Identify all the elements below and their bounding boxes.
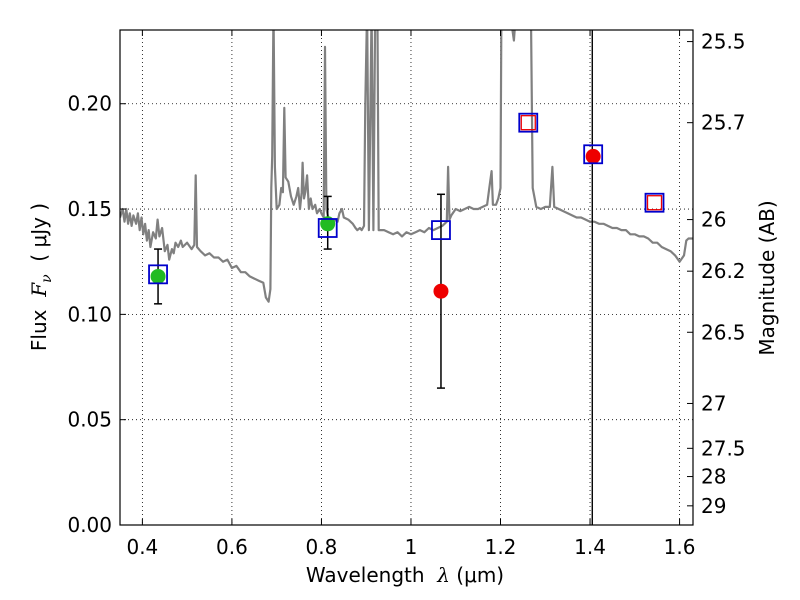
right-tick-label: 26.5 <box>701 320 746 344</box>
y-tick-label: 0.10 <box>67 302 112 326</box>
model-spectrum <box>120 30 693 303</box>
x-tick-label: 1 <box>405 535 418 559</box>
y-tick-label: 0.20 <box>67 92 112 116</box>
right-tick-label: 25.5 <box>701 30 746 54</box>
y-tick-label: 0.15 <box>67 197 112 221</box>
right-tick-label: 25.7 <box>701 111 746 135</box>
spectrum-line <box>120 30 693 303</box>
observed-point <box>320 216 336 232</box>
x-tick-label: 1.4 <box>574 535 606 559</box>
y-axis-label: Flux Fν ( μJy ) <box>27 203 55 351</box>
model-point <box>148 264 168 285</box>
right-tick-label: 27.5 <box>701 436 746 460</box>
right-axis-ticks: 25.5 25.7 26 26.2 26.5 27 27.5 28 29 <box>687 30 746 518</box>
grid <box>120 30 693 526</box>
right-tick-label: 26 <box>701 208 726 232</box>
x-tick-label: 0.8 <box>306 535 338 559</box>
right-tick-label: 29 <box>701 494 726 518</box>
model-point <box>583 144 604 165</box>
right-axis-label: Magnitude (AB) <box>755 200 779 355</box>
upper-limit-marker <box>520 115 536 131</box>
y-tick-label: 0.00 <box>67 513 112 537</box>
y-axis-ticks: 0.00 0.05 0.10 0.15 0.20 <box>67 92 126 537</box>
x-axis-ticks: 0.4 0.6 0.8 1 1.2 1.4 1.6 <box>126 30 695 559</box>
data-points <box>148 112 665 389</box>
x-tick-label: 0.4 <box>126 535 158 559</box>
x-axis-label: Wavelength λ (μm) <box>306 563 504 587</box>
model-point <box>518 112 539 133</box>
right-tick-label: 28 <box>701 465 726 489</box>
x-tick-label: 0.6 <box>216 535 248 559</box>
observed-point <box>585 148 601 164</box>
plot-background <box>120 30 693 525</box>
right-tick-label: 27 <box>701 391 726 415</box>
model-point <box>431 220 451 241</box>
x-tick-label: 1.6 <box>664 535 696 559</box>
x-tick-label: 1.2 <box>485 535 517 559</box>
plot-frame <box>119 29 694 526</box>
observed-point <box>150 268 166 284</box>
model-point <box>317 218 338 238</box>
y-tick-label: 0.05 <box>67 408 112 432</box>
upper-limit-marker <box>646 195 663 211</box>
right-tick-label: 26.2 <box>701 259 746 283</box>
observed-point <box>433 283 449 299</box>
model-point <box>644 192 665 213</box>
